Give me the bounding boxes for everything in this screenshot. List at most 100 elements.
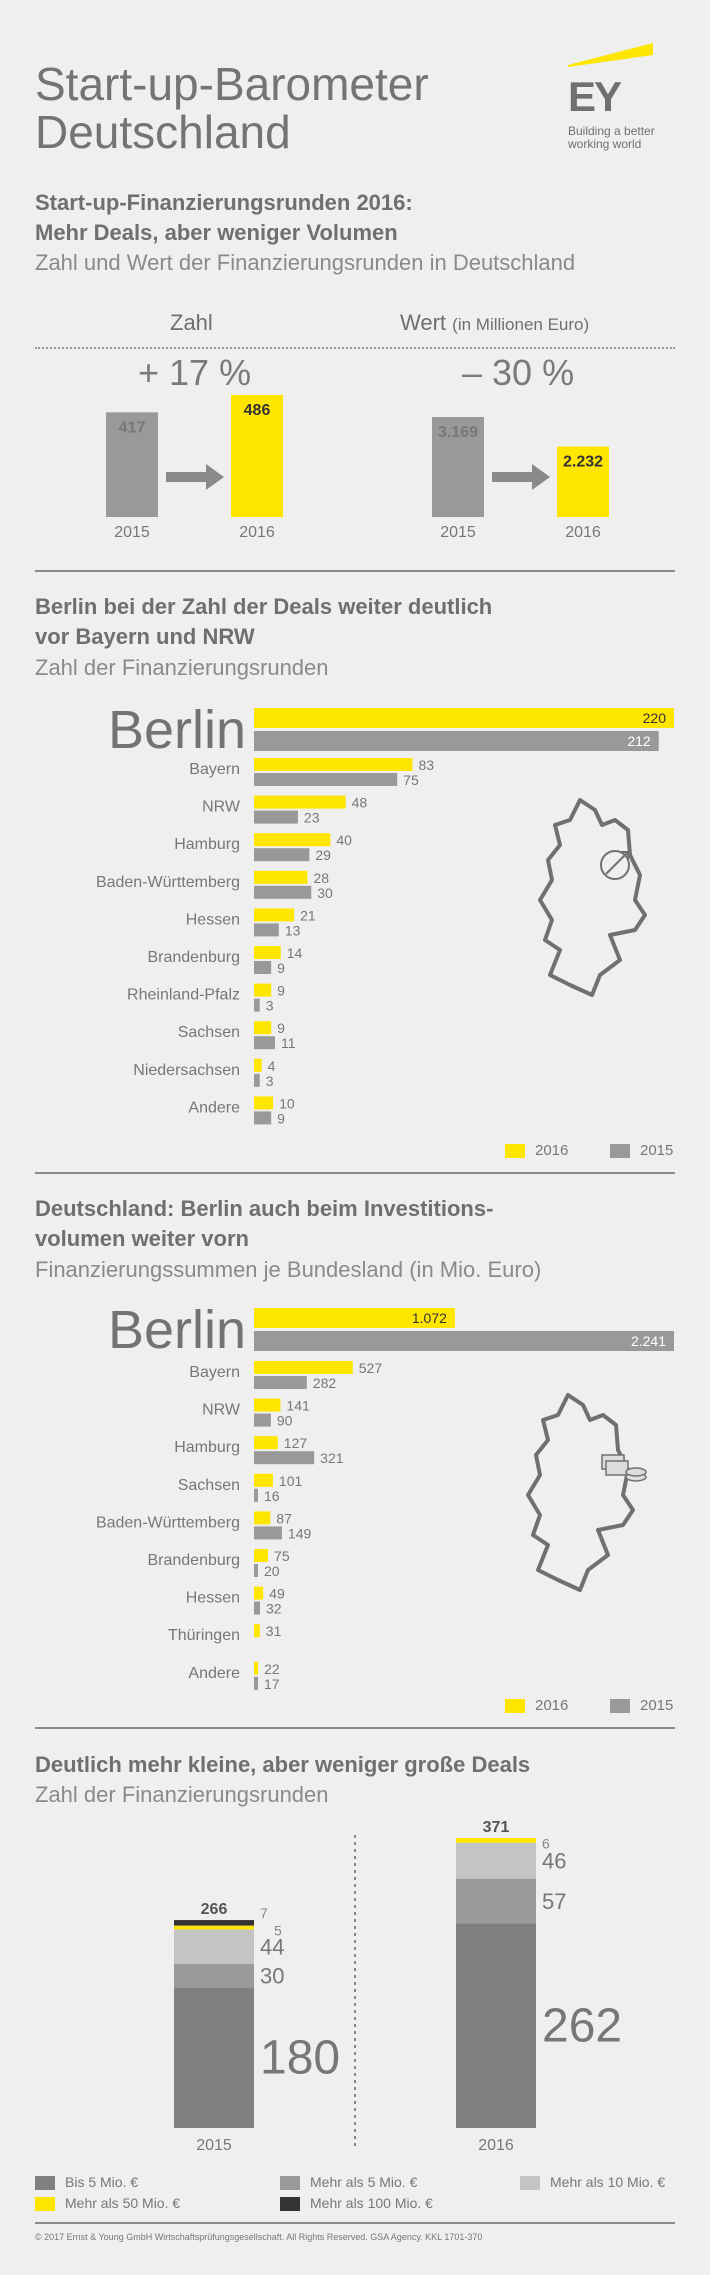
section3-subtitle-unit: (in Mio. Euro) <box>409 1257 542 1282</box>
legend3-2016-label: 2016 <box>535 1697 569 1714</box>
summary-value-label: 3.169 <box>438 424 478 441</box>
bar-value-label: 220 <box>643 710 667 726</box>
ey-logo-beam-icon <box>568 43 653 67</box>
bar-2016 <box>254 758 413 771</box>
legend3-2015-swatch <box>610 1699 630 1713</box>
bar-2016 <box>254 1473 273 1487</box>
stack-segment <box>174 1929 254 1964</box>
bar-value-label: 14 <box>287 945 303 961</box>
section2-heading-2: vor Bayern und NRW <box>35 624 255 649</box>
summary-year-label: 2016 <box>565 524 601 541</box>
summary-year-label: 2015 <box>114 524 150 541</box>
stack-segment-label: 180 <box>260 2032 340 2085</box>
bar-value-label: 321 <box>320 1450 344 1466</box>
bar-2015 <box>254 731 659 751</box>
category-label: Baden-Württemberg <box>96 874 240 891</box>
section4-heading: Deutlich mehr kleine, aber weniger große… <box>35 1752 531 1777</box>
section1-subtitle: Zahl und Wert der Finanzierungsrunden in… <box>35 250 576 275</box>
bar-2016 <box>254 1058 262 1072</box>
summary-wert-chart: 3.169 2015 2.232 2016 <box>432 417 609 541</box>
bar-value-label: 2.241 <box>631 1333 666 1349</box>
bar-2015 <box>254 1331 674 1351</box>
category-label: Brandenburg <box>147 1552 240 1569</box>
summary-zahl-chart: 417 2015 486 2016 <box>106 395 283 541</box>
bar-value-label: 32 <box>266 1601 282 1617</box>
section2-heading: Berlin bei der Zahl der Deals weiter deu… <box>35 592 492 652</box>
category-label: Hamburg <box>174 836 240 853</box>
stack-legend-swatch <box>520 2176 540 2190</box>
summary-bar <box>106 412 158 517</box>
bar-value-label: 83 <box>418 757 434 773</box>
bar-value-label: 4 <box>268 1058 276 1074</box>
stack-segment-label: 6 <box>542 1835 550 1851</box>
germany-money-map-icon <box>526 1393 647 1592</box>
bar-value-label: 16 <box>264 1488 280 1504</box>
stack-legend-swatch <box>280 2197 300 2211</box>
bar-2015 <box>254 1526 282 1540</box>
bar-2015 <box>254 1413 271 1427</box>
bar-value-label: 49 <box>269 1586 285 1602</box>
bar-value-label: 141 <box>286 1398 310 1414</box>
bar-2015 <box>254 1676 258 1690</box>
section2-heading-1: Berlin bei der Zahl der Deals weiter deu… <box>35 594 493 619</box>
divider-1 <box>35 570 675 572</box>
bar-value-label: 21 <box>300 907 316 923</box>
ey-tagline-2: working world <box>568 137 642 151</box>
bar-value-label: 9 <box>277 1020 285 1036</box>
summary-year-label: 2015 <box>440 524 476 541</box>
col-wert-unit: (in Millionen Euro) <box>452 315 590 334</box>
bar-2015 <box>254 923 279 937</box>
category-label: NRW <box>202 1402 241 1419</box>
bar-2016 <box>254 795 346 809</box>
bar-2015 <box>254 1376 307 1389</box>
bar-value-label: 30 <box>317 885 333 901</box>
stack-segment-label: 7 <box>260 1905 268 1921</box>
bar-value-label: 10 <box>279 1095 295 1111</box>
bar-value-label: 9 <box>277 960 285 976</box>
col-wert-label: Wert (in Millionen Euro) <box>400 310 589 336</box>
bar-2016 <box>254 1511 271 1525</box>
stack-legend-swatch <box>35 2197 55 2211</box>
bar-value-label: 20 <box>264 1563 280 1579</box>
section3-heading-1: Deutschland: Berlin auch beim Investitio… <box>35 1196 494 1221</box>
category-label: Sachsen <box>178 1024 240 1041</box>
bar-value-label: 9 <box>277 983 285 999</box>
bar-value-label: 13 <box>285 922 301 938</box>
bar-2016 <box>254 870 308 884</box>
bar-value-label: 17 <box>264 1676 280 1692</box>
bar-value-label: 127 <box>284 1435 308 1451</box>
bar-value-label: 87 <box>276 1510 292 1526</box>
bar-2015 <box>254 773 398 786</box>
summary-value-label: 417 <box>119 419 146 436</box>
bar-2016 <box>254 833 331 847</box>
bar-2015 <box>254 1564 258 1577</box>
category-label: Sachsen <box>178 1477 240 1494</box>
stack-segment-label: 262 <box>542 2000 622 2053</box>
summary-bar <box>432 417 484 517</box>
category-label: Andere <box>188 1665 240 1682</box>
legend-2015-label: 2015 <box>640 1142 674 1159</box>
legend3-2016-swatch <box>505 1699 525 1713</box>
section3-heading-2: volumen weiter vorn <box>35 1226 249 1251</box>
col-zahl-label: Zahl <box>170 310 213 335</box>
stack-legend-label: Mehr als 5 Mio. € <box>310 2174 418 2190</box>
ey-tagline: Building a better working world <box>568 125 678 151</box>
stack-year-label: 2016 <box>478 2137 514 2154</box>
bar-2015 <box>254 848 310 862</box>
bar-2016 <box>254 946 281 959</box>
stack-legend-label: Bis 5 Mio. € <box>65 2174 139 2190</box>
bar-2015 <box>254 1111 272 1125</box>
change-zahl: + 17 % <box>138 352 252 393</box>
section1-heading: Start-up-Finanzierungsrunden 2016: Mehr D… <box>35 188 413 248</box>
bar-2015 <box>254 810 298 824</box>
legend3-2015-label: 2015 <box>640 1697 674 1714</box>
bar-2016 <box>254 1624 260 1638</box>
divider-2 <box>35 1172 675 1174</box>
stack-segment-label: 5 <box>274 1923 282 1939</box>
category-label: Andere <box>188 1099 240 1116</box>
arrow-icon <box>492 464 550 490</box>
summary-value-label: 486 <box>244 402 271 419</box>
title-line-2: Deutschland <box>35 106 291 158</box>
